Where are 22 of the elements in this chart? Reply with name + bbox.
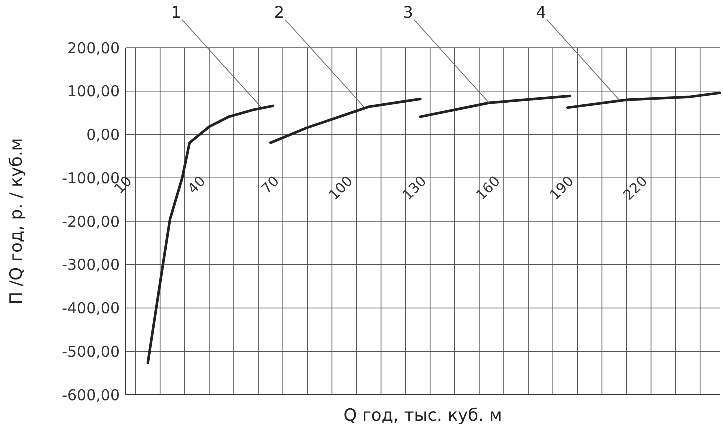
y-tick-label: -600,00: [62, 386, 120, 404]
x-tick-label: 190: [547, 174, 578, 204]
x-tick-label: 160: [474, 174, 504, 204]
annotation: 3: [403, 3, 414, 22]
y-tick-label: 200,00: [68, 39, 120, 58]
x-tick-label: 100: [326, 174, 357, 204]
x-tick-label: 130: [400, 174, 430, 204]
x-tick-label: 40: [185, 174, 210, 198]
y-axis-title: П /Q год, р. / куб.м: [7, 138, 27, 305]
y-tick-label: -400,00: [62, 300, 120, 318]
annotation: 1: [171, 3, 182, 22]
annotation: 4: [536, 3, 546, 22]
y-tick-label: -300,00: [62, 256, 120, 274]
annotation: 2: [274, 3, 285, 22]
x-tick-label: 70: [259, 174, 283, 198]
y-tick-label: 0,00: [86, 126, 120, 144]
y-tick-label: 100,00: [68, 82, 120, 101]
y-tick-label: -200,00: [62, 212, 120, 231]
line-series: [566, 92, 722, 110]
line-series: [270, 98, 422, 144]
y-tick-label: -500,00: [62, 342, 120, 361]
x-axis-title: Q год, тыс. куб. м: [344, 406, 502, 426]
